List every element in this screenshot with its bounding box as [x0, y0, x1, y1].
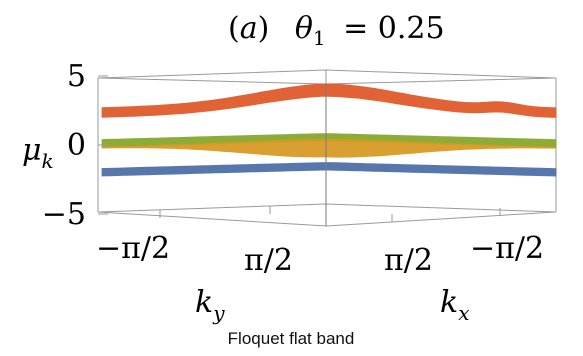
z-tick-label-1: 0 [67, 128, 86, 163]
left-tick-label-0: −π/2 [96, 231, 170, 266]
chart-title: (a) θ1 = 0.25 [228, 11, 445, 52]
z-tick-label-0: 5 [67, 59, 86, 94]
z-axis: 5 0 −5 [42, 59, 108, 232]
band-surface-0 [101, 83, 557, 118]
bottom-ticks [159, 206, 501, 222]
left-axis-label: ky [195, 285, 225, 325]
right-axis-label-main: k [440, 285, 458, 320]
title-prefix-open: ( [228, 11, 240, 46]
right-tick-label-0: π/2 [384, 243, 433, 278]
figure-caption: Floquet flat band [228, 329, 355, 348]
title-value: = 0.25 [343, 11, 444, 46]
right-tick-label-1: −π/2 [470, 231, 544, 266]
right-axis-label: kx [440, 285, 469, 325]
band-surface-3 [101, 162, 557, 177]
title-prefix-close: ) [258, 11, 270, 46]
title-param: θ [295, 11, 313, 46]
z-tick-label-2: −5 [42, 197, 86, 232]
right-axis-label-sub: x [458, 301, 469, 325]
band-surface-2 [101, 138, 557, 158]
z-axis-label-sub: k [42, 149, 54, 173]
box-bottom-face [97, 203, 557, 227]
z-axis-label: μk [22, 133, 54, 173]
surfaces [101, 83, 557, 177]
left-axis-label-main: k [195, 285, 213, 320]
left-axis-label-sub: y [212, 301, 225, 325]
box-top-face [97, 69, 557, 85]
title-prefix-letter: a [240, 11, 258, 46]
left-tick-label-1: π/2 [244, 243, 293, 278]
z-axis-label-main: μ [22, 133, 42, 168]
title-param-sub: 1 [313, 26, 326, 50]
